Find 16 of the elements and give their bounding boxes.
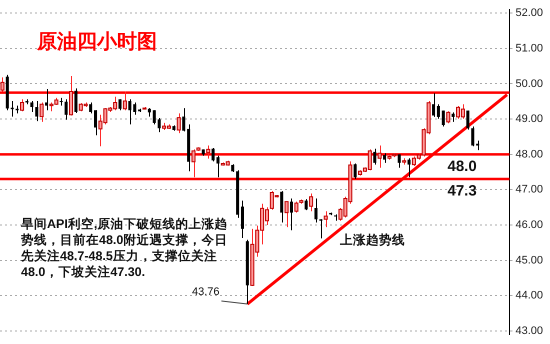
y-tick-label: 43.00	[515, 324, 544, 337]
annotation: 上涨趋势线	[340, 232, 406, 248]
text: 原油四小时图	[37, 30, 157, 55]
y-tick-label: 49.00	[515, 113, 544, 126]
y-tick-label: 46.00	[515, 218, 544, 231]
y-tick-label: 51.00	[515, 42, 544, 54]
annotation: 旱间API利空,原油下破短线的上涨趋势线，目前在48.0附近遇支撑，今日先关注48.7-48.5压力，支撑位关注48.0，下坡关注47.30.	[21, 216, 228, 280]
y-tick-label: 50.00	[515, 78, 544, 90]
y-tick-label: 45.00	[515, 254, 544, 266]
ref-line-label: 48.0	[447, 158, 477, 175]
y-tick-label: 47.00	[515, 184, 544, 196]
ref-line-label: 47.3	[447, 182, 477, 200]
y-tick-label: 44.00	[515, 290, 544, 302]
annotation: 43.76	[192, 286, 221, 299]
y-tick-label: 48.00	[515, 148, 544, 160]
y-tick-label: 52.00	[515, 7, 544, 20]
